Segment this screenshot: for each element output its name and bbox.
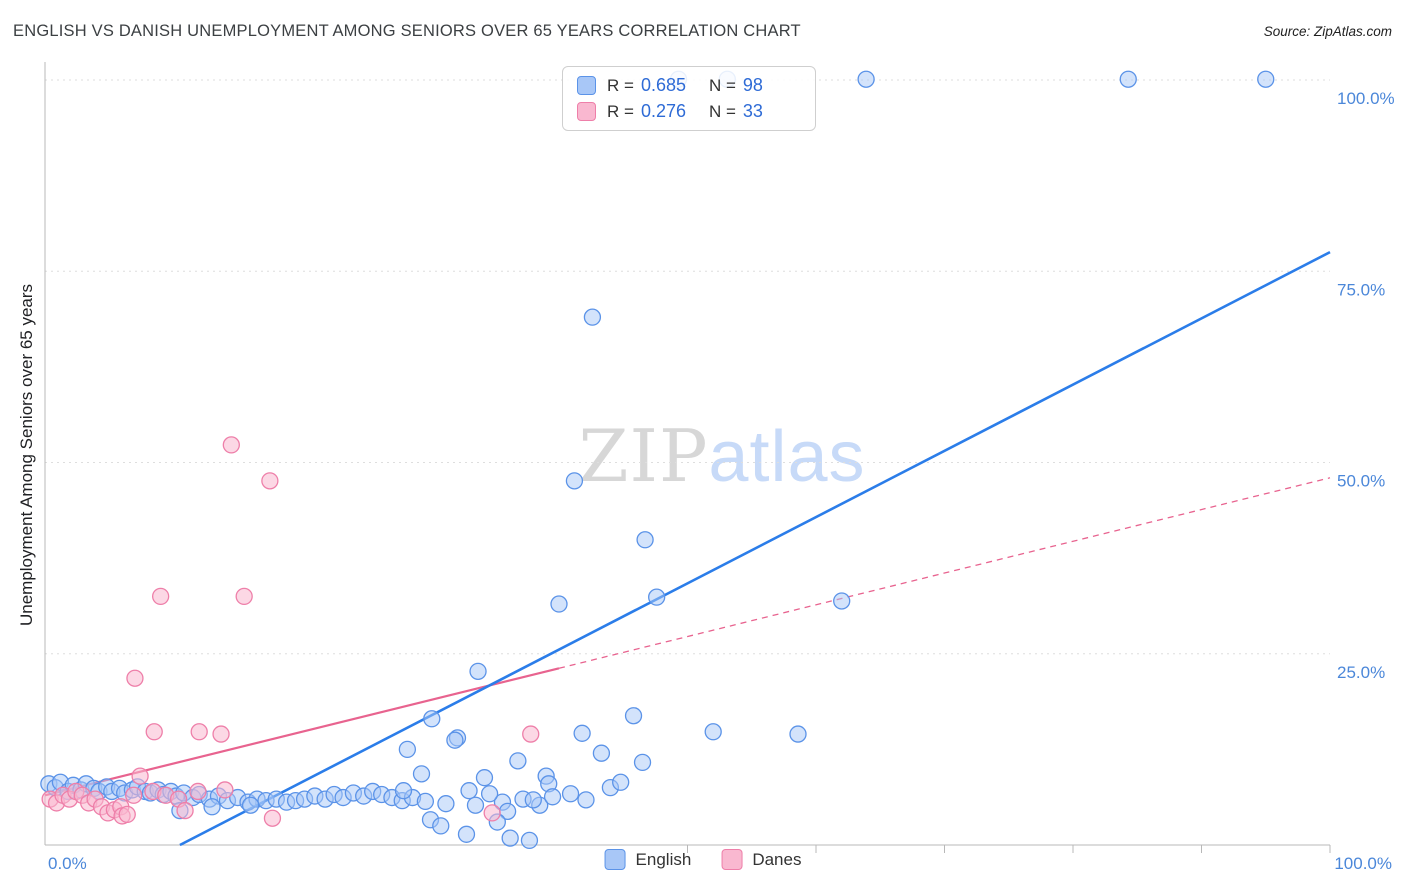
data-point-english	[460, 782, 478, 800]
data-point-english	[203, 798, 221, 816]
source-link[interactable]: Source: ZipAtlas.com	[1263, 24, 1392, 39]
data-point-danes	[235, 587, 253, 606]
english-swatch-icon	[577, 76, 596, 95]
y-tick-label: 50.0%	[1337, 472, 1385, 491]
data-point-danes	[263, 809, 282, 827]
data-point-danes	[118, 805, 136, 824]
data-point-danes	[483, 804, 501, 822]
data-point-danes	[145, 723, 163, 741]
data-point-english	[432, 817, 450, 835]
data-point-english	[612, 773, 630, 791]
watermark-zip: ZIP	[578, 414, 709, 498]
data-point-english	[469, 662, 487, 680]
data-point-danes	[222, 436, 240, 454]
data-point-english	[636, 531, 654, 549]
r-value-english: 0.685	[640, 75, 686, 95]
data-point-english	[394, 782, 413, 800]
data-point-english	[480, 785, 499, 803]
n-label: N =	[708, 75, 736, 95]
data-point-english	[633, 753, 652, 772]
data-point-english	[592, 744, 611, 762]
data-point-danes	[522, 725, 540, 743]
data-point-danes	[189, 782, 207, 801]
data-point-danes	[151, 587, 170, 606]
series-legend: English Danes	[604, 849, 801, 870]
data-point-english	[1257, 70, 1275, 88]
data-point-english	[241, 796, 260, 814]
data-point-danes	[216, 781, 234, 799]
data-point-english	[648, 588, 666, 606]
data-point-english	[501, 829, 519, 847]
data-point-english	[789, 725, 807, 743]
data-point-english	[398, 740, 417, 759]
data-point-danes	[131, 767, 149, 785]
trendline-danes-dashed	[558, 477, 1331, 669]
data-point-danes	[126, 669, 144, 687]
y-tick-label: 25.0%	[1337, 663, 1385, 682]
correlation-legend: R = 0.685 N = 98 R = 0.276 N = 33	[562, 66, 816, 131]
y-tick-label: 75.0%	[1337, 280, 1385, 299]
n-value-english: 98	[742, 75, 763, 95]
data-point-english	[520, 831, 539, 850]
legend-item-english[interactable]: English	[604, 849, 692, 870]
r-label: R =	[607, 75, 634, 95]
data-point-english	[509, 752, 527, 770]
data-point-danes	[212, 725, 230, 743]
chart-title: ENGLISH VS DANISH UNEMPLOYMENT AMONG SEN…	[13, 22, 801, 40]
data-point-english	[577, 791, 595, 809]
data-point-english	[475, 769, 494, 787]
data-point-english	[583, 308, 602, 326]
data-point-english	[833, 592, 851, 610]
data-point-english	[1119, 70, 1137, 88]
data-point-english	[565, 472, 584, 490]
data-point-english	[550, 595, 568, 613]
legend-label-danes: Danes	[752, 849, 802, 869]
legend-row-danes: R = 0.276 N = 33	[577, 101, 801, 122]
data-point-english	[416, 792, 435, 811]
data-point-danes	[190, 723, 208, 741]
data-point-danes	[176, 801, 194, 820]
data-point-english	[466, 796, 485, 814]
data-point-danes	[125, 786, 143, 804]
data-point-english	[561, 785, 580, 803]
data-point-danes	[261, 472, 279, 490]
y-tick-label: 100.0%	[1337, 89, 1395, 108]
english-swatch-icon	[604, 849, 626, 870]
trendline-english-solid	[179, 250, 1331, 847]
danes-swatch-icon	[721, 849, 743, 870]
data-point-english	[457, 825, 476, 843]
data-point-english	[573, 724, 591, 742]
n-value-danes: 33	[742, 101, 763, 121]
legend-item-danes[interactable]: Danes	[721, 849, 801, 870]
data-point-english	[423, 710, 441, 728]
watermark-atlas: atlas	[708, 417, 866, 497]
data-point-english	[704, 723, 722, 741]
danes-swatch-icon	[577, 102, 596, 121]
data-point-english	[543, 788, 562, 806]
x-axis-label: 100.0%	[1334, 854, 1392, 873]
n-label: N =	[708, 101, 736, 121]
r-label: R =	[607, 101, 634, 121]
data-point-english	[857, 70, 875, 88]
legend-row-english: R = 0.685 N = 98	[577, 75, 801, 96]
r-value-danes: 0.276	[640, 101, 686, 121]
data-point-english	[524, 791, 542, 809]
trendline-danes-solid	[44, 667, 560, 797]
data-point-english	[624, 707, 643, 725]
data-point-english	[446, 731, 464, 749]
legend-label-english: English	[635, 849, 692, 869]
data-point-english	[437, 795, 455, 813]
watermark: ZIPatlas	[578, 414, 865, 498]
data-point-english	[412, 765, 431, 783]
x-axis-label: 0.0%	[48, 854, 87, 873]
